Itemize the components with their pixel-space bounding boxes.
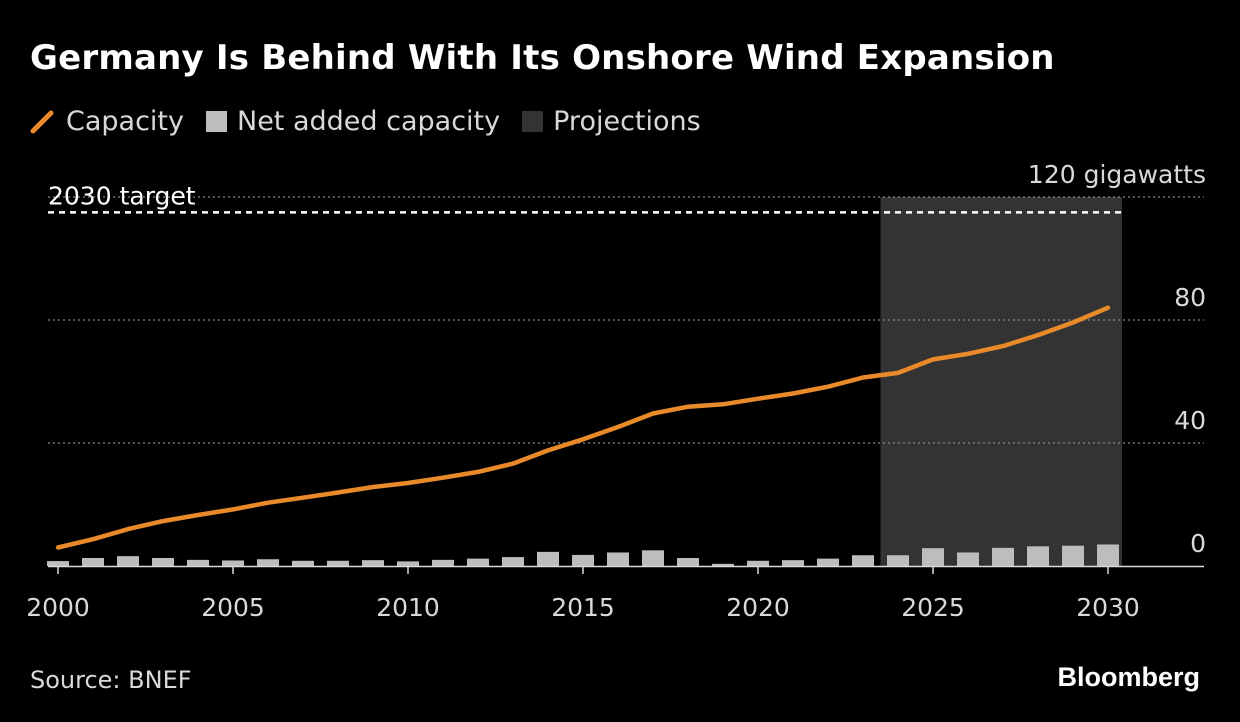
legend-label-projections: Projections (553, 106, 701, 137)
legend-label-net-added: Net added capacity (237, 106, 501, 137)
legend-label-capacity: Capacity (66, 106, 184, 137)
added-capacity-bar (887, 555, 909, 566)
target-label: 2030 target (48, 181, 196, 210)
added-capacity-bar (537, 551, 559, 566)
added-capacity-bar (362, 560, 384, 566)
added-capacity-bar (1097, 544, 1119, 566)
line-swatch-icon (30, 110, 54, 133)
added-capacity-bar (47, 561, 69, 566)
added-capacity-bar (292, 560, 314, 566)
x-tick-label: 2025 (901, 593, 965, 622)
added-capacity-bar (817, 558, 839, 566)
y-tick-label: 80 (1174, 283, 1206, 312)
added-capacity-bar (992, 547, 1014, 566)
added-capacity-bar (642, 550, 664, 566)
x-tick-label: 2010 (376, 593, 440, 622)
projection-region (880, 197, 1122, 566)
y-tick-label: 120 gigawatts (1028, 160, 1206, 189)
chart-title: Germany Is Behind With Its Onshore Wind … (30, 38, 1055, 78)
source-note: Source: BNEF (30, 666, 192, 694)
added-capacity-bar (117, 556, 139, 566)
added-capacity-bar (467, 558, 489, 566)
added-capacity-bar (502, 557, 524, 566)
added-capacity-bar (677, 558, 699, 566)
y-tick-label: 40 (1174, 406, 1206, 435)
added-capacity-bar (607, 552, 629, 566)
x-tick-label: 2000 (26, 593, 90, 622)
added-capacity-bar (187, 559, 209, 566)
added-capacity-bar (782, 560, 804, 566)
added-capacity-bar (852, 555, 874, 566)
legend-item-capacity: Capacity (30, 106, 184, 137)
legend: Capacity Net added capacity Projections (30, 106, 723, 137)
legend-item-projections: Projections (522, 106, 701, 137)
added-capacity-bar (257, 559, 279, 566)
added-capacity-bar (397, 561, 419, 566)
added-capacity-bar (922, 548, 944, 566)
x-tick-label: 2030 (1076, 593, 1140, 622)
added-capacity-bar (152, 558, 174, 566)
capacity-line (55, 305, 1111, 550)
added-capacity-bar (432, 559, 454, 566)
added-capacity-bar (1062, 545, 1084, 566)
net-added-swatch (206, 111, 227, 132)
projections-swatch (522, 111, 544, 132)
added-capacity-bar (1027, 546, 1049, 566)
x-tick-label: 2015 (551, 593, 615, 622)
added-capacity-bar (957, 552, 979, 566)
x-tick-label: 2005 (201, 593, 265, 622)
x-tick-label: 2020 (726, 593, 790, 622)
added-capacity-bar (222, 560, 244, 566)
brand-logo: Bloomberg (1057, 662, 1200, 692)
added-capacity-bar (572, 554, 594, 566)
added-capacity-bar (327, 560, 349, 566)
added-capacity-bar (82, 558, 104, 566)
added-capacity-bar (747, 560, 769, 566)
legend-item-net-added: Net added capacity (206, 106, 500, 137)
y-tick-label: 0 (1190, 529, 1206, 558)
added-capacity-bar (712, 563, 734, 566)
